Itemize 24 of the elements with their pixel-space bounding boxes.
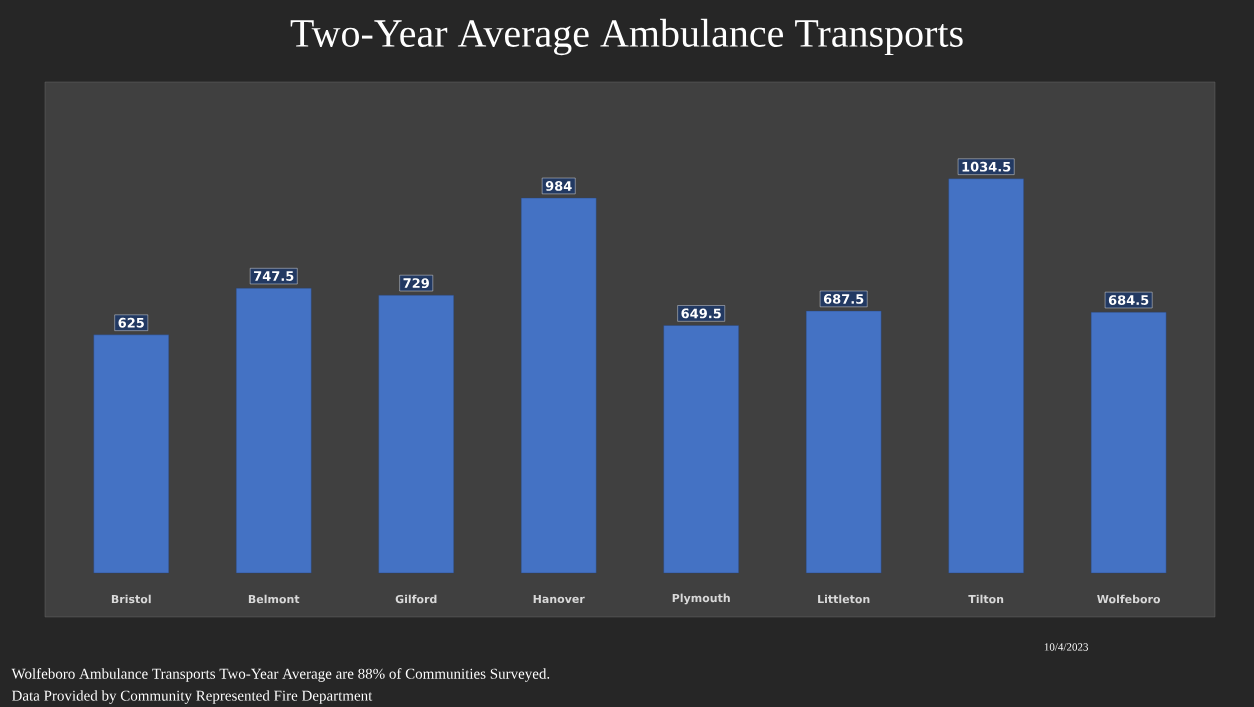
x-tick-label: Hanover — [533, 594, 585, 604]
x-tick-label: Tilton — [968, 594, 1004, 604]
data-label: 984 — [545, 180, 572, 191]
x-tick-label: Wolfeboro — [1097, 594, 1161, 604]
data-label: 729 — [403, 278, 429, 288]
data-label: 649.5 — [681, 308, 721, 319]
data-label: 684.5 — [1108, 295, 1149, 305]
bar — [378, 294, 454, 574]
text: 10/4/2023 — [1044, 643, 1089, 651]
chart-title: Two-Year Average Ambulance Transports — [290, 18, 963, 56]
text: Data Provided by Community Represented Fire Department — [11, 690, 373, 704]
data-label: 747.5 — [254, 271, 294, 281]
data-label: 1034.5 — [962, 161, 1011, 172]
bar — [93, 334, 169, 574]
data-label: 625 — [118, 317, 144, 328]
bar — [663, 325, 739, 574]
x-tick-label: Littleton — [818, 594, 870, 604]
data-label: 687.5 — [823, 293, 864, 304]
text: Wolfeboro Ambulance Transports Two-Year Average are 88% of Communities Surveyed. — [11, 668, 550, 682]
x-tick-label: Belmont — [248, 594, 300, 604]
bar — [521, 197, 597, 574]
x-tick-label: Plymouth — [672, 593, 730, 605]
x-tick-label: Gilford — [395, 594, 437, 604]
x-tick-label: Bristol — [111, 594, 151, 604]
